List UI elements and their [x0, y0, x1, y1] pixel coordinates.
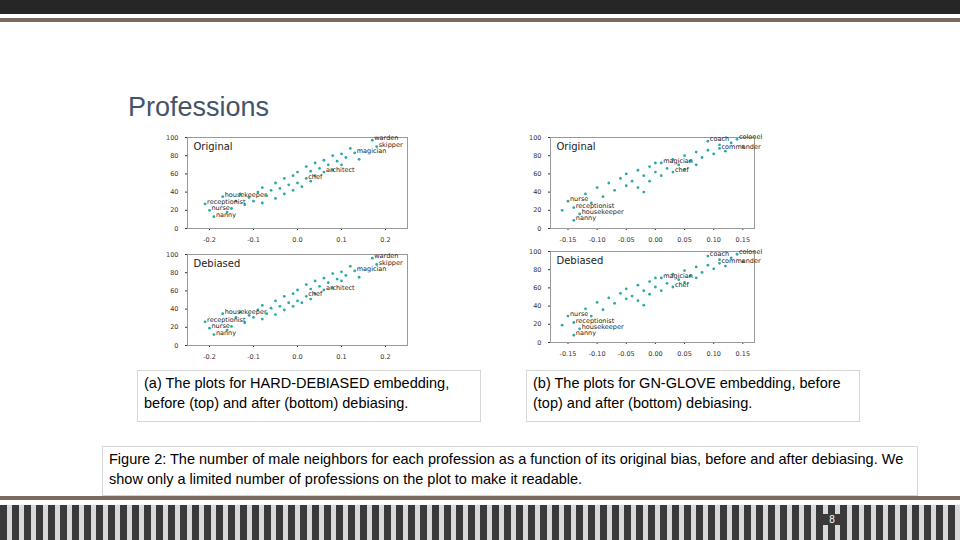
svg-text:0.0: 0.0 [292, 353, 302, 360]
html-text:8: 8 [829, 514, 835, 525]
svg-text:-0.1: -0.1 [247, 236, 260, 243]
svg-text:coach: coach [709, 135, 730, 144]
svg-text:Debiased: Debiased [194, 258, 241, 269]
svg-text:skipper: skipper [379, 141, 403, 149]
svg-text:warden: warden [374, 134, 399, 143]
svg-text:-0.1: -0.1 [247, 353, 260, 360]
svg-text:0.00: 0.00 [648, 236, 662, 243]
svg-text:Original: Original [557, 141, 596, 152]
svg-text:Original: Original [194, 141, 233, 152]
svg-text:20: 20 [170, 323, 178, 331]
svg-text:100: 100 [529, 134, 541, 142]
svg-text:nanny: nanny [576, 329, 596, 337]
svg-text:40: 40 [170, 188, 178, 196]
svg-text:0.15: 0.15 [736, 350, 750, 357]
svg-text:-0.15: -0.15 [560, 236, 577, 243]
svg-text:40: 40 [533, 302, 541, 310]
svg-text:chef: chef [308, 290, 323, 298]
svg-text:colonel: colonel [739, 133, 762, 141]
svg-text:0.05: 0.05 [677, 236, 691, 243]
svg-text:Debiased: Debiased [557, 255, 604, 266]
svg-text:20: 20 [170, 206, 178, 214]
svg-text:commander: commander [722, 257, 761, 265]
svg-text:0.2: 0.2 [380, 236, 390, 243]
svg-text:receptionist: receptionist [575, 316, 615, 325]
svg-text:magician: magician [663, 157, 693, 165]
svg-text:housekeeper: housekeeper [225, 191, 267, 199]
svg-text:nurse: nurse [570, 310, 589, 319]
html-text:Professions: Professions [128, 92, 270, 122]
svg-text:commander: commander [722, 143, 761, 151]
svg-text:80: 80 [170, 269, 178, 277]
svg-text:0: 0 [174, 225, 178, 233]
svg-text:magician: magician [356, 265, 387, 273]
svg-text:nurse: nurse [211, 204, 230, 213]
svg-text:nanny: nanny [576, 214, 596, 222]
html-text:(a) The plots for HARD-DEBIASE: (a) The plots for HARD-DEBIASED embeddin… [144, 375, 450, 411]
svg-text:chef: chef [308, 173, 323, 181]
svg-text:architect: architect [326, 166, 355, 174]
svg-text:80: 80 [170, 152, 178, 160]
svg-text:20: 20 [533, 206, 541, 214]
svg-text:housekeeper: housekeeper [581, 322, 624, 331]
svg-text:colonel: colonel [739, 248, 762, 256]
svg-text:0.10: 0.10 [706, 350, 720, 357]
svg-text:skipper: skipper [379, 259, 403, 267]
svg-text:-0.2: -0.2 [203, 236, 216, 243]
svg-text:0: 0 [174, 342, 178, 350]
svg-text:nurse: nurse [211, 322, 230, 331]
svg-text:chef: chef [675, 166, 690, 174]
svg-text:housekeeper: housekeeper [225, 308, 267, 316]
svg-text:80: 80 [533, 266, 541, 274]
svg-text:60: 60 [170, 287, 178, 295]
svg-text:magician: magician [356, 147, 387, 156]
svg-text:60: 60 [170, 170, 178, 178]
svg-text:60: 60 [533, 284, 541, 292]
svg-text:architect: architect [326, 284, 355, 292]
html-text:Figure 2: The number of male n: Figure 2: The number of male neighbors f… [109, 451, 904, 487]
svg-text:nurse: nurse [570, 195, 589, 204]
svg-text:40: 40 [533, 188, 541, 196]
svg-text:0.1: 0.1 [336, 353, 346, 360]
svg-text:80: 80 [533, 152, 541, 160]
svg-text:0.2: 0.2 [380, 353, 390, 360]
svg-text:nanny: nanny [216, 211, 236, 219]
svg-text:0.10: 0.10 [706, 236, 720, 243]
svg-text:0.00: 0.00 [648, 350, 662, 357]
svg-text:60: 60 [533, 170, 541, 178]
svg-text:coach: coach [709, 250, 730, 259]
svg-text:-0.2: -0.2 [203, 353, 216, 360]
svg-text:0.05: 0.05 [677, 350, 691, 357]
svg-text:warden: warden [374, 252, 399, 261]
svg-text:20: 20 [533, 320, 541, 328]
svg-text:-0.10: -0.10 [589, 236, 606, 243]
svg-text:nanny: nanny [216, 329, 236, 337]
svg-text:receptionist: receptionist [207, 315, 246, 324]
svg-text:-0.05: -0.05 [618, 236, 635, 243]
svg-text:-0.10: -0.10 [589, 350, 606, 357]
svg-text:100: 100 [166, 251, 178, 259]
svg-text:receptionist: receptionist [575, 201, 615, 210]
svg-text:0: 0 [537, 225, 541, 233]
svg-text:100: 100 [166, 134, 178, 142]
svg-text:0: 0 [537, 339, 541, 347]
svg-text:magician: magician [663, 272, 693, 280]
svg-text:40: 40 [170, 305, 178, 313]
svg-text:housekeeper: housekeeper [581, 208, 624, 216]
svg-text:chef: chef [675, 281, 690, 289]
svg-text:-0.15: -0.15 [560, 350, 577, 357]
svg-text:100: 100 [529, 248, 541, 256]
html-text:(b) The plots for GN-GLOVE emb: (b) The plots for GN-GLOVE embedding, be… [533, 375, 841, 411]
svg-text:receptionist: receptionist [207, 198, 246, 206]
svg-text:0.1: 0.1 [336, 236, 346, 243]
svg-text:0.15: 0.15 [736, 236, 750, 243]
svg-text:-0.05: -0.05 [618, 350, 635, 357]
svg-text:0.0: 0.0 [292, 236, 302, 243]
